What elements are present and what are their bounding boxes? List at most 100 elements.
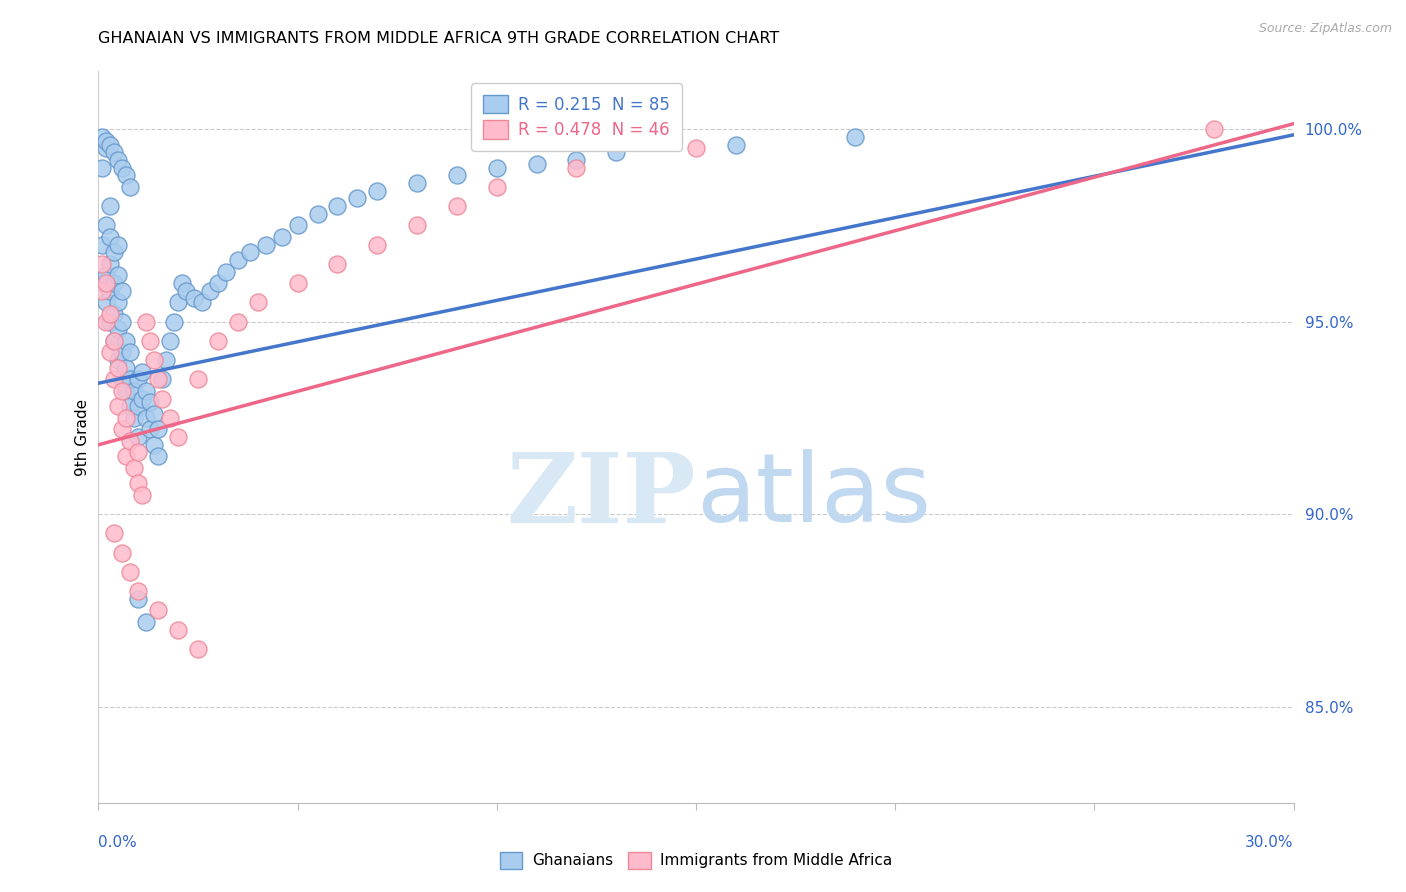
Point: [127, 372, 149, 386]
Point: [111, 384, 134, 398]
Point: [100, 257, 122, 271]
Point: [111, 284, 134, 298]
Point: [246, 295, 269, 310]
Point: [124, 410, 146, 425]
Point: [100, 199, 122, 213]
Point: [120, 345, 142, 359]
Point: [127, 591, 149, 606]
Text: 30.0%: 30.0%: [1246, 836, 1294, 850]
Point: [143, 438, 166, 452]
Point: [155, 353, 177, 368]
Point: [143, 407, 166, 421]
Point: [100, 315, 122, 329]
Point: [605, 145, 627, 160]
Point: [124, 461, 146, 475]
Point: [107, 353, 129, 368]
Point: [115, 384, 138, 398]
Point: [446, 199, 468, 213]
Point: [844, 129, 866, 144]
Point: [131, 488, 153, 502]
Point: [127, 584, 149, 599]
Point: [172, 276, 194, 290]
Legend: Ghanaians, Immigrants from Middle Africa: Ghanaians, Immigrants from Middle Africa: [489, 841, 903, 880]
Point: [103, 334, 125, 348]
Point: [287, 276, 309, 290]
Point: [111, 545, 134, 559]
Point: [107, 322, 129, 336]
Point: [326, 257, 349, 271]
Point: [96, 276, 118, 290]
Point: [215, 264, 238, 278]
Point: [103, 526, 125, 541]
Point: [148, 422, 170, 436]
Point: [135, 615, 157, 629]
Point: [135, 410, 157, 425]
Point: [124, 384, 146, 398]
Point: [565, 153, 588, 167]
Point: [366, 237, 388, 252]
Point: [115, 334, 138, 348]
Point: [148, 372, 170, 386]
Point: [565, 161, 588, 175]
Point: [174, 284, 197, 298]
Point: [127, 476, 149, 491]
Point: [446, 169, 468, 183]
Point: [120, 399, 142, 413]
Point: [103, 276, 125, 290]
Point: [724, 137, 747, 152]
Point: [103, 245, 125, 260]
Point: [239, 245, 262, 260]
Point: [485, 161, 508, 175]
Point: [103, 145, 125, 160]
Point: [107, 237, 129, 252]
Point: [131, 392, 153, 406]
Point: [270, 230, 292, 244]
Point: [96, 134, 118, 148]
Point: [111, 372, 134, 386]
Text: atlas: atlas: [696, 449, 931, 542]
Point: [100, 284, 122, 298]
Point: [107, 153, 129, 167]
Point: [91, 161, 114, 175]
Point: [115, 450, 138, 464]
Point: [167, 430, 190, 444]
Point: [111, 345, 134, 359]
Point: [107, 268, 129, 283]
Point: [111, 422, 134, 436]
Point: [191, 295, 214, 310]
Point: [207, 334, 229, 348]
Text: GHANAIAN VS IMMIGRANTS FROM MIDDLE AFRICA 9TH GRADE CORRELATION CHART: GHANAIAN VS IMMIGRANTS FROM MIDDLE AFRIC…: [98, 31, 780, 46]
Point: [526, 157, 548, 171]
Point: [183, 292, 205, 306]
Point: [150, 392, 173, 406]
Point: [135, 384, 157, 398]
Point: [139, 334, 162, 348]
Point: [96, 219, 118, 233]
Point: [485, 179, 508, 194]
Point: [100, 345, 122, 359]
Point: [131, 365, 153, 379]
Point: [198, 284, 221, 298]
Point: [187, 372, 209, 386]
Point: [685, 141, 707, 155]
Point: [346, 191, 368, 205]
Point: [111, 315, 134, 329]
Point: [127, 430, 149, 444]
Point: [406, 219, 429, 233]
Point: [103, 307, 125, 321]
Point: [307, 207, 329, 221]
Point: [96, 141, 118, 155]
Point: [100, 307, 122, 321]
Point: [139, 422, 162, 436]
Point: [111, 161, 134, 175]
Point: [406, 176, 429, 190]
Point: [143, 353, 166, 368]
Point: [120, 372, 142, 386]
Point: [96, 268, 118, 283]
Point: [115, 360, 138, 375]
Point: [366, 184, 388, 198]
Point: [96, 295, 118, 310]
Point: [207, 276, 229, 290]
Text: Source: ZipAtlas.com: Source: ZipAtlas.com: [1258, 22, 1392, 36]
Point: [159, 410, 181, 425]
